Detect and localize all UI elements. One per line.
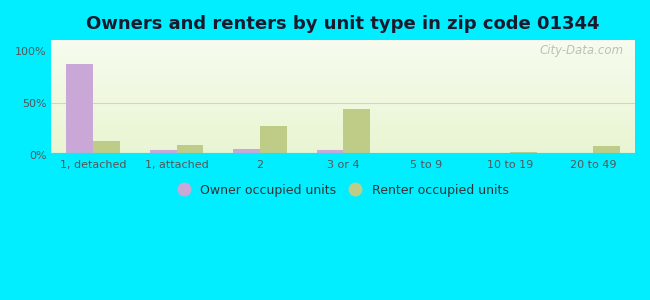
- Bar: [233, 149, 260, 155]
- Bar: [177, 145, 203, 155]
- Bar: [93, 141, 120, 155]
- Bar: [343, 109, 370, 155]
- Bar: [260, 126, 287, 155]
- Bar: [66, 64, 93, 155]
- Bar: [593, 146, 620, 155]
- Bar: [510, 152, 537, 155]
- Legend: Owner occupied units, Renter occupied units: Owner occupied units, Renter occupied un…: [173, 178, 514, 202]
- Title: Owners and renters by unit type in zip code 01344: Owners and renters by unit type in zip c…: [86, 15, 600, 33]
- Bar: [317, 150, 343, 155]
- Bar: [150, 150, 177, 155]
- Text: City-Data.com: City-Data.com: [540, 44, 623, 57]
